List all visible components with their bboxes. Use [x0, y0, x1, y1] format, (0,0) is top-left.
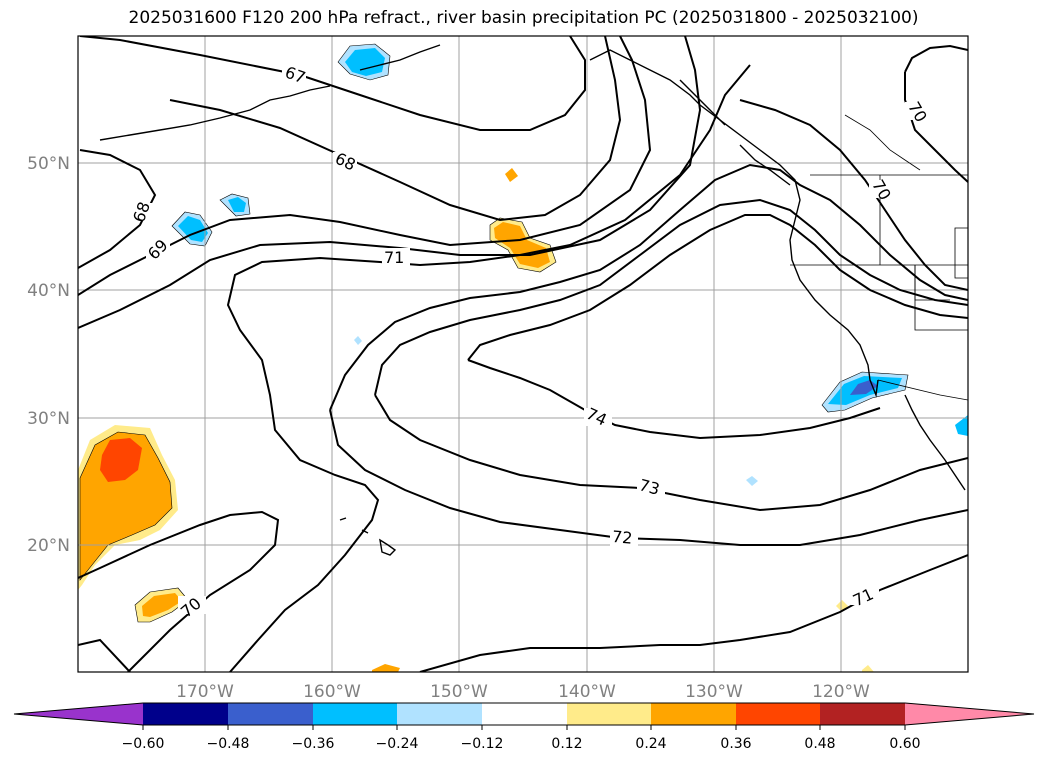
lon-tick-label: 140°W: [558, 682, 616, 702]
lon-tick-label: 150°W: [430, 682, 488, 702]
precip-positive-area: [372, 664, 400, 672]
precip-negative-area: [178, 216, 208, 242]
precip-positive-area: [494, 222, 550, 268]
colorbar: −0.60 −0.48 −0.36 −0.24 −0.12 0.12 0.24 …: [13, 702, 1035, 752]
colorbar-segment: [482, 703, 567, 725]
contour-labels: 67 68 68 69 70 70 71 71 72 73 74 70: [129, 63, 931, 621]
colorbar-segment: [14, 703, 143, 725]
colorbar-segment: [143, 703, 228, 725]
colorbar-tick-label: −0.60: [122, 736, 165, 752]
precip-shading: [78, 43, 968, 672]
precip-negative-area: [955, 415, 968, 436]
colorbar-tick-label: −0.24: [376, 736, 419, 752]
colorbar-segment: [736, 703, 820, 725]
precip-positive-area: [142, 593, 182, 617]
precip-negative-area: [345, 48, 385, 76]
colorbar-segment: [313, 703, 397, 725]
colorbar-tick-label: 0.36: [720, 736, 751, 752]
colorbar-segment: [228, 703, 313, 725]
colorbar-tick-label: 0.24: [635, 736, 666, 752]
lat-tick-labels: 20°N 30°N 40°N 50°N: [27, 154, 70, 556]
lat-tick-label: 50°N: [27, 154, 70, 174]
colorbar-segment: [905, 703, 1034, 725]
refractivity-contours: [78, 36, 968, 672]
precip-positive-area: [862, 665, 874, 672]
colorbar-segment: [567, 703, 651, 725]
precip-negative-area: [228, 197, 246, 212]
lat-tick-label: 20°N: [27, 536, 70, 556]
political-borders: [790, 114, 968, 401]
map-frame: [77, 35, 969, 673]
lat-tick-label: 30°N: [27, 409, 70, 429]
lat-tick-label: 40°N: [27, 281, 70, 301]
colorbar-segment: [397, 703, 482, 725]
contour-label: 72: [611, 527, 633, 548]
contour-label: 71: [384, 248, 404, 267]
colorbar-segment: [651, 703, 736, 725]
map-title: 2025031600 F120 200 hPa refract., river …: [128, 8, 919, 28]
precip-strong-positive-area: [100, 438, 142, 482]
colorbar-segment: [820, 703, 905, 725]
lon-tick-label: 170°W: [176, 682, 234, 702]
lon-tick-label: 130°W: [685, 682, 743, 702]
contour-label: 73: [637, 475, 662, 499]
colorbar-tick-label: −0.12: [461, 736, 504, 752]
precip-negative-area: [746, 476, 758, 486]
map-gridlines: [78, 36, 968, 672]
colorbar-tick-label: 0.60: [889, 736, 920, 752]
colorbar-tick-label: −0.36: [292, 736, 335, 752]
colorbar-tick-label: −0.48: [207, 736, 250, 752]
lon-tick-label: 160°W: [303, 682, 361, 702]
colorbar-tick-label: 0.48: [804, 736, 835, 752]
lon-tick-labels: 170°W 160°W 150°W 140°W 130°W 120°W: [176, 682, 870, 702]
precip-negative-area: [354, 336, 362, 345]
lon-tick-label: 120°W: [812, 682, 870, 702]
precip-positive-area: [505, 168, 518, 182]
colorbar-tick-label: 0.12: [551, 736, 582, 752]
contour-label: 69: [144, 236, 172, 264]
